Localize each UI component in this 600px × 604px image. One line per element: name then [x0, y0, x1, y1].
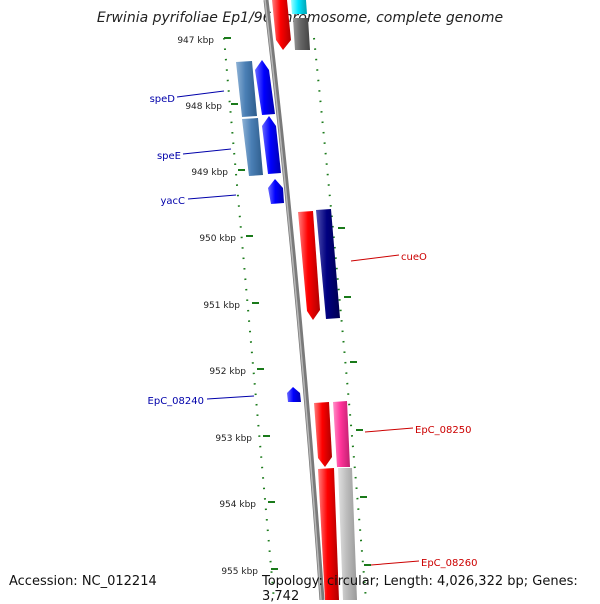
top-cyan-gene	[291, 0, 307, 14]
ruler-label: 955 kbp	[221, 567, 258, 577]
accession-text: Accession: NC_012214	[9, 574, 157, 589]
yacC-block	[268, 179, 284, 204]
chromosome-backbone	[263, 0, 325, 600]
gene-label: yacC	[160, 196, 185, 207]
ruler-label: 954 kbp	[219, 500, 256, 510]
kbp-ruler: 947 kbp 948 kbp 949 kbp 950 kbp 951 kbp 952 k…	[177, 36, 371, 577]
ruler-label: 952 kbp	[209, 367, 246, 377]
gene-label: EpC_08260	[421, 558, 477, 569]
top-red-gene	[272, 0, 291, 50]
gene-leader-line	[187, 194, 237, 200]
EpC_08260-block-gray	[338, 468, 357, 600]
EpC_08250-block-red	[314, 402, 332, 467]
cueO-block-red	[298, 211, 320, 320]
EpC_08250-block-pink	[333, 401, 350, 467]
gene-leader-line	[182, 148, 232, 155]
gene-label: EpC_08240	[148, 396, 204, 407]
ruler-label: 950 kbp	[199, 234, 236, 244]
gene-label: EpC_08250	[415, 425, 471, 436]
speD-block-blue	[255, 60, 275, 115]
top-gray-gene	[293, 18, 310, 50]
ruler-label: 947 kbp	[177, 36, 214, 46]
speE-block-steel	[242, 118, 263, 176]
EpC_08240-block	[287, 387, 301, 402]
ruler-label: 949 kbp	[191, 168, 228, 178]
gene-leader-line	[176, 90, 225, 98]
EpC_08260-block-red	[318, 468, 339, 600]
right-dotted-guide	[313, 37, 367, 600]
speD-block-steel	[236, 61, 257, 117]
gene-label: cueO	[401, 252, 427, 263]
gene-label: speD	[150, 94, 176, 105]
gene-leader-line	[370, 560, 420, 566]
gene-labels: speD speE yacC EpC_08240 cueO EpC_08250 EpC_08…	[148, 90, 477, 569]
gene-leader-line	[350, 254, 400, 262]
gene-leader-line	[364, 427, 414, 433]
ruler-label: 953 kbp	[215, 434, 252, 444]
speE-block-blue	[262, 116, 281, 174]
ruler-label: 948 kbp	[185, 102, 222, 112]
ruler-label: 951 kbp	[203, 301, 240, 311]
cueO-block-navy	[316, 209, 340, 319]
gene-label: speE	[157, 151, 181, 162]
gene-leader-line	[206, 395, 255, 400]
left-dotted-guide	[223, 37, 275, 600]
